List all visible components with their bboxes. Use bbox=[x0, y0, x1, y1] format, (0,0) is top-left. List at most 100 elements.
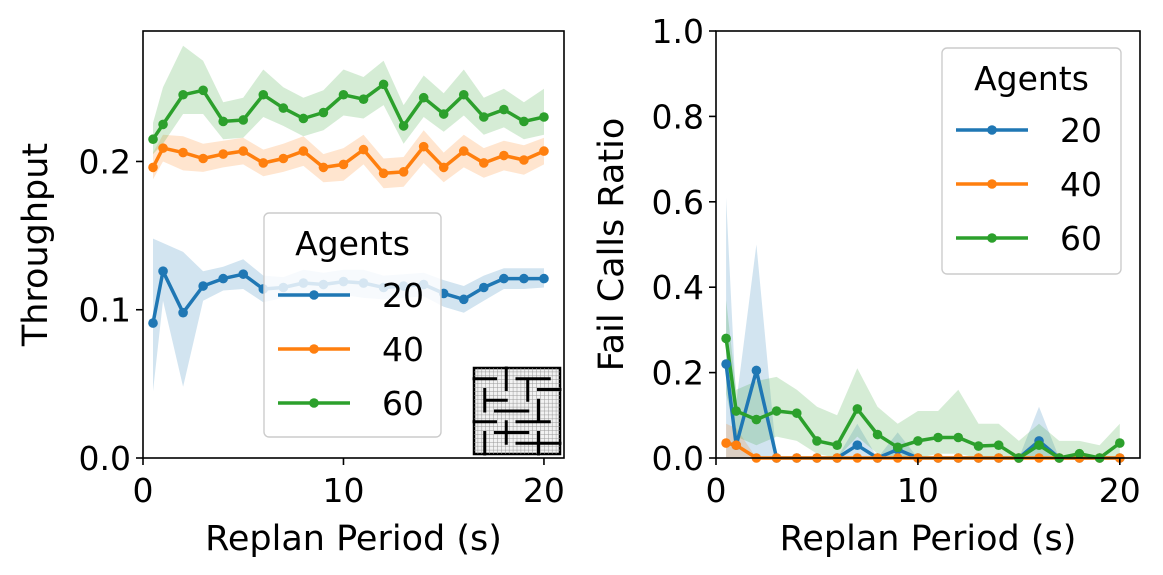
series-40-point bbox=[418, 141, 429, 152]
series-20-band bbox=[153, 238, 544, 392]
series-60-point bbox=[438, 109, 449, 119]
series-60-point bbox=[318, 107, 329, 118]
throughput-legend-box bbox=[263, 212, 442, 438]
series-60-point bbox=[539, 112, 549, 122]
series-60-point bbox=[812, 436, 822, 446]
series-60-point bbox=[298, 113, 309, 124]
series-40-point bbox=[218, 149, 228, 159]
series-60-point bbox=[832, 440, 842, 450]
series-20-point bbox=[751, 365, 762, 376]
series-60-point bbox=[1034, 440, 1044, 450]
throughput-y-ticks: 0.0 0.1 0.2 bbox=[79, 142, 143, 478]
legend-label-20: 20 bbox=[1060, 111, 1102, 150]
series-60-point bbox=[398, 121, 409, 131]
legend-marker-40 bbox=[987, 179, 997, 189]
series-20-point bbox=[178, 307, 188, 318]
series-60-point bbox=[872, 429, 883, 440]
series-60-point bbox=[892, 442, 903, 453]
series-40-point bbox=[338, 159, 349, 170]
series-40-point bbox=[358, 144, 369, 155]
fail-calls-legend-title: Agents bbox=[974, 59, 1089, 98]
series-20-point bbox=[499, 273, 509, 284]
maze-walls bbox=[472, 366, 562, 456]
series-60-band bbox=[726, 300, 1120, 458]
x-tick-label: 20 bbox=[1099, 471, 1141, 510]
series-60-point bbox=[973, 441, 984, 451]
fail-calls-y-axis-label: Fail Calls Ratio bbox=[592, 118, 632, 372]
fail-calls-axes-frame bbox=[715, 30, 1141, 459]
series-60-point bbox=[338, 89, 349, 100]
legend-marker-60 bbox=[987, 233, 997, 243]
series-60-point bbox=[378, 79, 389, 90]
series-20-point bbox=[479, 282, 489, 293]
y-tick-label: 0.1 bbox=[79, 291, 131, 330]
legend-marker-60 bbox=[309, 398, 319, 408]
fail-calls-panel: 0 10 20 0.0 0.2 0.4 0.6 0.8 1.0 Replan Period (… bbox=[592, 12, 1141, 559]
legend-label-40: 40 bbox=[382, 330, 424, 369]
throughput-x-ticks: 0 10 20 bbox=[133, 458, 565, 510]
fail-calls-legend-items: 20 40 60 bbox=[956, 111, 1102, 258]
series-40-point bbox=[148, 162, 158, 173]
throughput-x-axis-label: Replan Period (s) bbox=[205, 519, 502, 559]
series-60-point bbox=[158, 119, 168, 130]
series-60-point bbox=[418, 92, 429, 103]
legend-label-60: 60 bbox=[1060, 219, 1102, 258]
series-20-point bbox=[852, 440, 863, 450]
series-40-point bbox=[258, 158, 269, 168]
throughput-panel: 0 10 20 0.0 0.1 0.2 Replan Period (s) Throug… bbox=[16, 30, 565, 559]
series-20-point bbox=[519, 273, 529, 284]
series-20-band bbox=[726, 197, 1120, 458]
series-20-point bbox=[218, 273, 228, 284]
series-20-point bbox=[458, 294, 469, 305]
fail-calls-legend: Agents 20 40 60 bbox=[941, 47, 1122, 275]
throughput-legend: Agents 20 40 60 bbox=[263, 212, 442, 438]
series-40-point bbox=[158, 143, 168, 153]
legend-label-40: 40 bbox=[1060, 165, 1102, 204]
series-40-point bbox=[721, 438, 731, 448]
throughput-y-axis-label: Throughput bbox=[16, 143, 56, 347]
series-40-point bbox=[519, 155, 529, 165]
series-60-point bbox=[771, 406, 782, 416]
series-20-point bbox=[148, 318, 158, 328]
series-20-point bbox=[158, 266, 168, 276]
series-60-point bbox=[218, 116, 228, 127]
series-60-point bbox=[479, 112, 489, 122]
series-60-point bbox=[731, 406, 741, 416]
x-tick-label: 20 bbox=[523, 471, 565, 510]
x-tick-label: 0 bbox=[133, 471, 154, 510]
series-40-point bbox=[178, 147, 188, 158]
series-40-point bbox=[438, 162, 449, 173]
y-tick-label: 0.0 bbox=[79, 439, 131, 478]
series-40-point bbox=[398, 167, 409, 177]
series-20-point bbox=[721, 359, 731, 369]
series-20-point bbox=[198, 281, 208, 291]
y-tick-label: 0.0 bbox=[652, 439, 704, 478]
series-60-point bbox=[933, 432, 943, 443]
series-60-point bbox=[751, 414, 762, 425]
legend-marker-20 bbox=[309, 290, 319, 300]
fail-calls-y-ticks: 0.0 0.2 0.4 0.6 0.8 1.0 bbox=[652, 12, 716, 478]
fail-calls-x-ticks: 0 10 20 bbox=[706, 458, 1141, 510]
x-tick-label: 10 bbox=[897, 471, 939, 510]
series-60-point bbox=[278, 103, 289, 113]
series-40-point bbox=[318, 162, 329, 173]
series-60-point bbox=[358, 94, 369, 105]
fail-calls-legend-box bbox=[941, 47, 1122, 275]
series-60-point bbox=[993, 440, 1004, 450]
series-20-point bbox=[539, 273, 549, 284]
legend-marker-40 bbox=[309, 344, 319, 354]
maze-map-icon bbox=[472, 366, 562, 456]
series-60-point bbox=[458, 89, 469, 100]
series-60-point bbox=[953, 432, 964, 443]
series-60-point bbox=[1115, 438, 1125, 448]
series-40-point bbox=[539, 146, 549, 156]
series-40-point bbox=[731, 440, 741, 450]
series-60-point bbox=[198, 85, 208, 96]
y-tick-label: 0.2 bbox=[79, 142, 131, 181]
series-40-point bbox=[198, 153, 208, 164]
fail-calls-series-points bbox=[721, 333, 1125, 463]
series-60-point bbox=[519, 116, 529, 127]
y-tick-label: 0.2 bbox=[652, 354, 704, 393]
series-60-point bbox=[1074, 448, 1085, 459]
